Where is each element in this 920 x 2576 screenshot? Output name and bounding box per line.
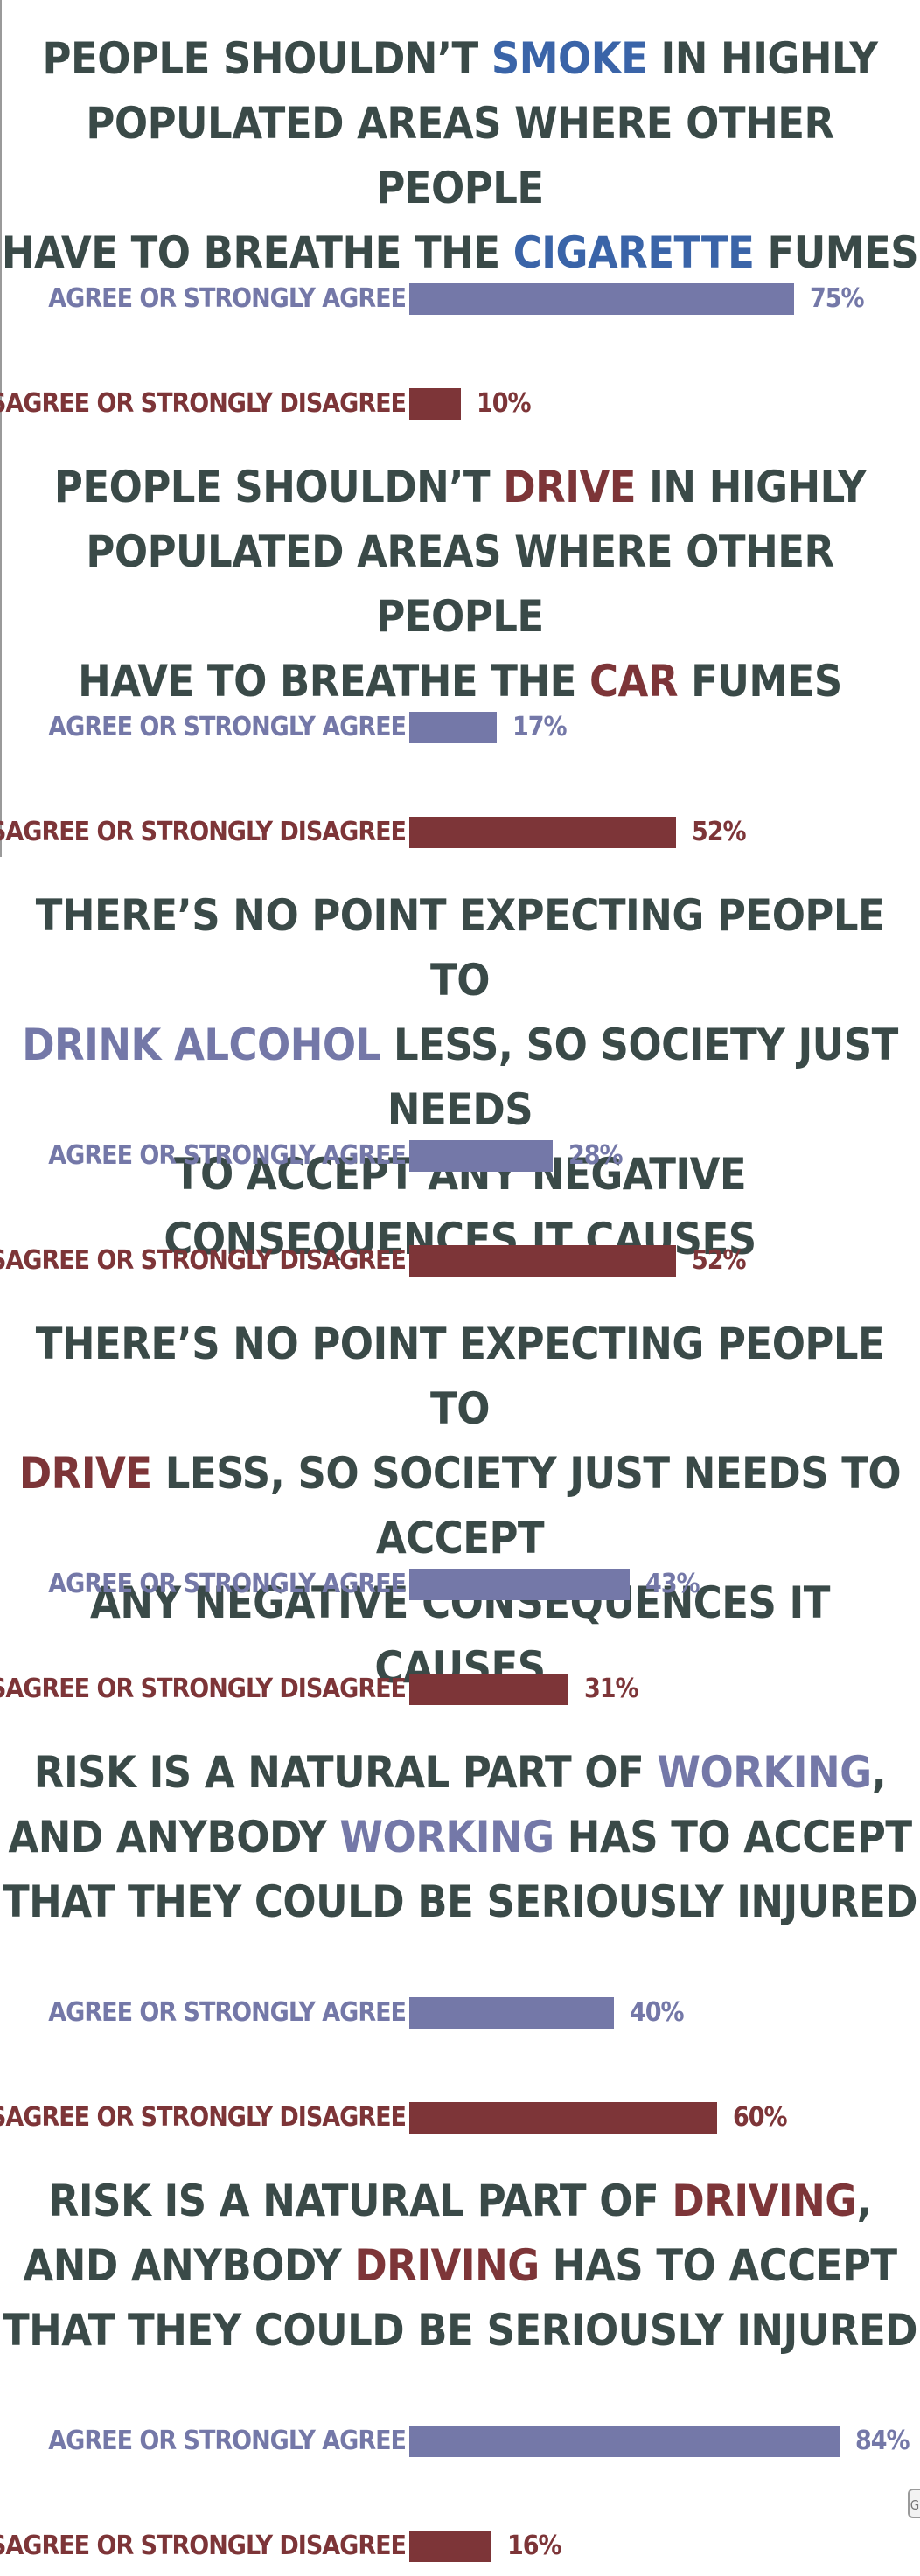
- chart-panel-5: RISK IS A NATURAL PART OF WORKING, AND AN…: [0, 1714, 920, 2142]
- disagree-bar: [409, 2102, 717, 2134]
- value-label: 31%: [584, 1674, 639, 1704]
- agree-row: AGREE OR STRONGLY AGREE 75%: [0, 280, 920, 318]
- category-label: AGREE OR STRONGLY AGREE: [48, 712, 407, 742]
- category-label: AGREE OR STRONGLY AGREE: [48, 1140, 407, 1171]
- category-label: AGREE OR STRONGLY AGREE: [48, 1997, 407, 2028]
- title-text: LESS, SO SOCIETY JUST NEEDS: [380, 1020, 898, 1135]
- title-text: HAVE TO BREATHE THE: [1, 227, 513, 278]
- title-text: PEOPLE SHOULDN’T: [42, 33, 491, 84]
- value-label: 43%: [645, 1569, 700, 1599]
- side-tab[interactable]: G: [908, 2489, 920, 2518]
- chart-title: THERE’S NO POINT EXPECTING PEOPLE TO DRIV…: [0, 1312, 920, 1700]
- value-label: 17%: [512, 712, 568, 742]
- title-text: IN HIGHLY: [636, 462, 867, 512]
- disagree-bar: [409, 388, 461, 420]
- title-text: THERE’S NO POINT EXPECTING PEOPLE TO: [35, 890, 885, 1006]
- title-text: HAS TO ACCEPT: [539, 2240, 897, 2291]
- title-text: PEOPLE SHOULDN’T: [53, 462, 504, 512]
- title-highlight: DRIVE: [18, 1448, 152, 1499]
- left-border-line: [0, 0, 2, 857]
- value-label: 75%: [810, 283, 865, 314]
- title-highlight: CIGARETTE: [512, 227, 755, 278]
- title-highlight: WORKING: [339, 1812, 554, 1862]
- disagree-bar: [409, 1674, 568, 1705]
- agree-row: AGREE OR STRONGLY AGREE 17%: [0, 708, 920, 747]
- value-label: 52%: [692, 817, 747, 847]
- title-text: RISK IS A NATURAL PART OF: [48, 2176, 673, 2226]
- title-highlight: DRINK ALCOHOL: [22, 1020, 380, 1070]
- title-highlight: DRIVE: [503, 462, 637, 512]
- chart-title: RISK IS A NATURAL PART OF DRIVING, AND AN…: [0, 2169, 920, 2363]
- title-text: ANY NEGATIVE CONSEQUENCES IT CAUSES: [90, 1577, 830, 1693]
- title-text: AND ANYBODY: [8, 1812, 340, 1862]
- agree-bar: [409, 712, 497, 743]
- agree-bar: [409, 1140, 553, 1172]
- title-text: POPULATED AREAS WHERE OTHER PEOPLE: [86, 98, 834, 213]
- agree-row: AGREE OR STRONGLY AGREE 40%: [0, 1994, 920, 2032]
- disagree-row: DISAGREE OR STRONGLY DISAGREE 16%: [0, 2527, 920, 2566]
- category-label: DISAGREE OR STRONGLY DISAGREE: [0, 1674, 407, 1704]
- title-highlight: DRIVING: [672, 2176, 857, 2226]
- title-text: HAS TO ACCEPT: [554, 1812, 912, 1862]
- title-text: RISK IS A NATURAL PART OF: [33, 1747, 658, 1798]
- value-label: 28%: [568, 1140, 624, 1171]
- category-label: DISAGREE OR STRONGLY DISAGREE: [0, 388, 407, 419]
- category-label: AGREE OR STRONGLY AGREE: [48, 1569, 407, 1599]
- category-label: DISAGREE OR STRONGLY DISAGREE: [0, 2531, 407, 2561]
- category-label: DISAGREE OR STRONGLY DISAGREE: [0, 817, 407, 847]
- chart-title: RISK IS A NATURAL PART OF WORKING, AND AN…: [0, 1740, 920, 1934]
- title-text: ,: [856, 2176, 872, 2226]
- title-highlight: CAR: [589, 656, 678, 707]
- value-label: 60%: [733, 2102, 788, 2133]
- title-text: THAT THEY COULD BE SERIOUSLY INJURED: [2, 2305, 918, 2356]
- category-label: DISAGREE OR STRONGLY DISAGREE: [0, 2102, 407, 2133]
- value-label: 10%: [477, 388, 532, 419]
- title-text: HAVE TO BREATHE THE: [78, 656, 590, 707]
- title-text: AND ANYBODY: [23, 2240, 355, 2291]
- value-label: 16%: [507, 2531, 562, 2561]
- title-text: THERE’S NO POINT EXPECTING PEOPLE TO: [35, 1319, 885, 1434]
- title-highlight: DRIVING: [354, 2240, 540, 2291]
- title-text: THAT THEY COULD BE SERIOUSLY INJURED: [2, 1876, 918, 1927]
- disagree-row: DISAGREE OR STRONGLY DISAGREE 60%: [0, 2099, 920, 2137]
- title-text: ,: [871, 1747, 887, 1798]
- title-text: FUMES: [678, 656, 842, 707]
- disagree-bar: [409, 2531, 491, 2562]
- title-text: POPULATED AREAS WHERE OTHER PEOPLE: [86, 526, 834, 642]
- chart-panel-6: RISK IS A NATURAL PART OF DRIVING, AND AN…: [0, 2142, 920, 2571]
- disagree-row: DISAGREE OR STRONGLY DISAGREE 31%: [0, 1670, 920, 1709]
- chart-title: PEOPLE SHOULDN’T SMOKE IN HIGHLY POPULATE…: [0, 26, 920, 285]
- chart-panel-1: PEOPLE SHOULDN’T SMOKE IN HIGHLY POPULATE…: [0, 0, 920, 428]
- chart-panel-3: THERE’S NO POINT EXPECTING PEOPLE TO DRIN…: [0, 857, 920, 1285]
- title-text: LESS, SO SOCIETY JUST NEEDS TO ACCEPT: [151, 1448, 902, 1563]
- chart-title: THERE’S NO POINT EXPECTING PEOPLE TO DRIN…: [0, 883, 920, 1271]
- title-text: FUMES: [754, 227, 919, 278]
- title-highlight: WORKING: [657, 1747, 872, 1798]
- category-label: AGREE OR STRONGLY AGREE: [48, 2426, 407, 2456]
- chart-title: PEOPLE SHOULDN’T DRIVE IN HIGHLY POPULATE…: [0, 455, 920, 714]
- value-label: 40%: [630, 1997, 685, 2028]
- agree-bar: [409, 283, 794, 315]
- chart-panel-4: THERE’S NO POINT EXPECTING PEOPLE TO DRIV…: [0, 1285, 920, 1714]
- disagree-row: DISAGREE OR STRONGLY DISAGREE 10%: [0, 385, 920, 423]
- title-highlight: SMOKE: [491, 33, 648, 84]
- value-label: 52%: [692, 1245, 747, 1276]
- title-text: IN HIGHLY: [647, 33, 878, 84]
- disagree-row: DISAGREE OR STRONGLY DISAGREE 52%: [0, 813, 920, 852]
- chart-panel-2: PEOPLE SHOULDN’T DRIVE IN HIGHLY POPULATE…: [0, 428, 920, 857]
- agree-bar: [409, 1997, 614, 2029]
- category-label: DISAGREE OR STRONGLY DISAGREE: [0, 1245, 407, 1276]
- agree-row: AGREE OR STRONGLY AGREE 84%: [0, 2422, 920, 2461]
- disagree-bar: [409, 817, 676, 848]
- disagree-bar: [409, 1245, 676, 1277]
- value-label: 84%: [855, 2426, 910, 2456]
- agree-row: AGREE OR STRONGLY AGREE 43%: [0, 1565, 920, 1604]
- disagree-row: DISAGREE OR STRONGLY DISAGREE 52%: [0, 1242, 920, 1280]
- agree-bar: [409, 1569, 630, 1600]
- agree-row: AGREE OR STRONGLY AGREE 28%: [0, 1137, 920, 1175]
- agree-bar: [409, 2426, 840, 2457]
- category-label: AGREE OR STRONGLY AGREE: [48, 283, 407, 314]
